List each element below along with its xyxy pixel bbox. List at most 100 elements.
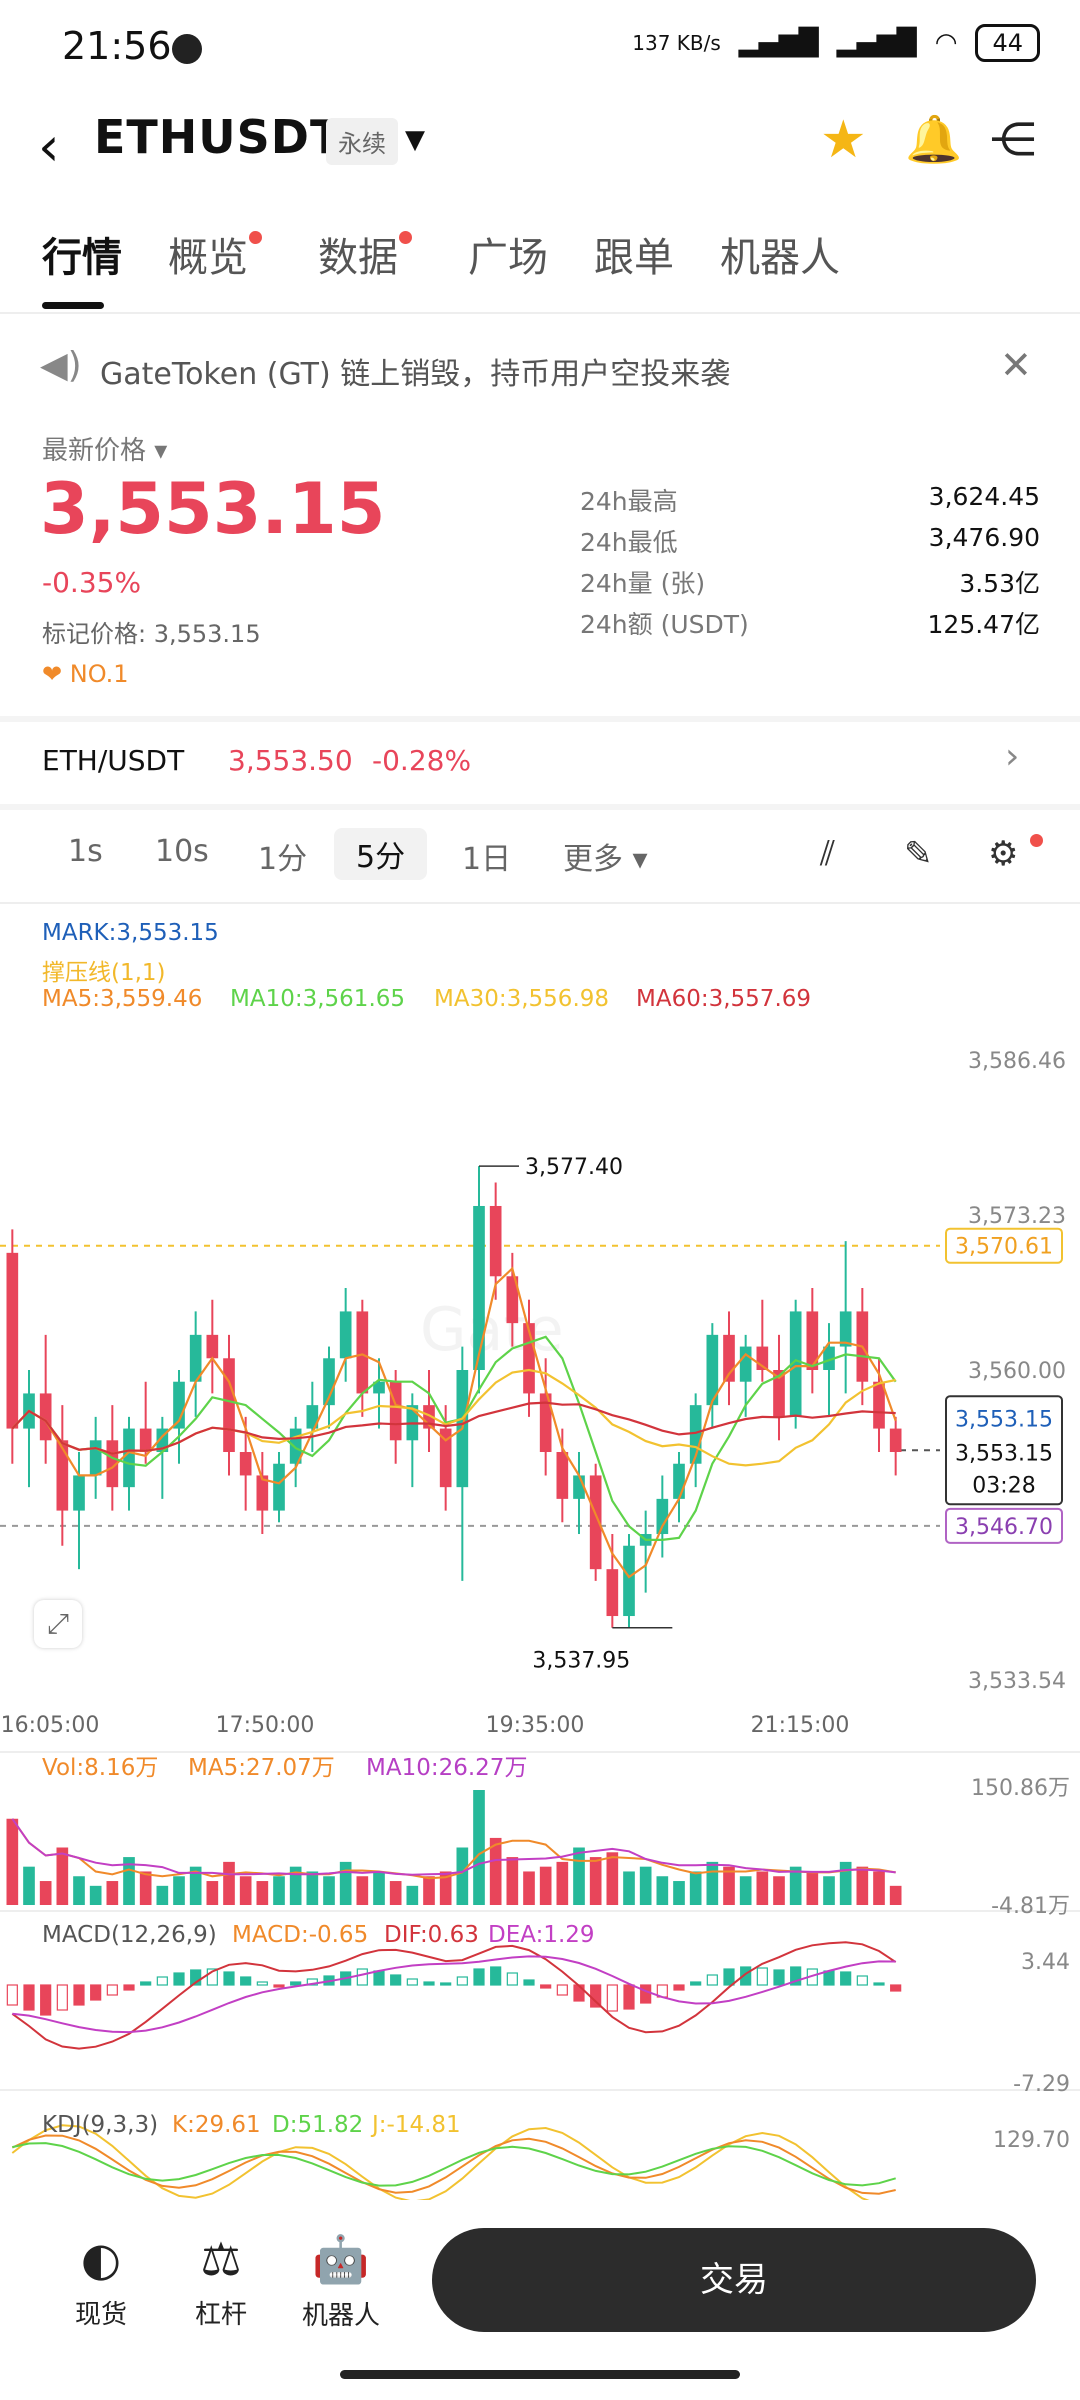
candle-body — [189, 1334, 202, 1382]
candle-body — [256, 1475, 269, 1511]
candle-body — [6, 1252, 19, 1429]
last-price-label[interactable]: 最新价格 ▾ — [42, 436, 168, 466]
macd-bar — [506, 1972, 518, 1986]
notice-banner[interactable]: ◀) GateToken (GT) 链上销毁，持币用户空投来袭 ✕ — [0, 315, 1080, 415]
volume-bar — [639, 1866, 652, 1905]
star-icon[interactable]: ★ — [820, 110, 867, 170]
nav-spot[interactable]: ◐ 现货 — [56, 2232, 146, 2331]
kdj-ymax: 129.70 — [993, 2128, 1070, 2153]
spot-pair: ETH/USDT — [42, 744, 185, 777]
macd-bar — [373, 1970, 385, 1986]
spot-row[interactable]: ETH/USDT 3,553.50 -0.28% › — [0, 730, 1080, 800]
macd-label: MACD(12,26,9) — [42, 1922, 217, 1948]
section-divider — [0, 716, 1080, 722]
expand-icon[interactable]: ⤢ — [34, 1600, 82, 1648]
candle-body — [689, 1405, 702, 1464]
tab-data[interactable]: 数据 — [318, 225, 412, 283]
home-indicator[interactable] — [340, 2370, 740, 2379]
candle-body — [323, 1358, 335, 1406]
volume-bar — [523, 1871, 535, 1905]
volume-bar — [423, 1876, 435, 1905]
wifi-icon: ◠ — [934, 28, 958, 58]
candle-body — [89, 1440, 102, 1476]
vol-legend: Vol:8.16万 — [42, 1755, 159, 1781]
volume-bar — [306, 1871, 319, 1905]
macd-dea-line — [12, 1955, 896, 2034]
macd-bar — [173, 1972, 185, 1986]
candle-body — [656, 1498, 669, 1535]
bell-icon[interactable]: 🔔 — [905, 112, 963, 166]
volume-bar — [856, 1866, 869, 1905]
low-label: 3,537.95 — [532, 1649, 630, 1674]
ma60-line — [11, 1401, 896, 1455]
y-tick-label: 3,573.23 — [968, 1204, 1066, 1229]
macd-bar — [773, 1969, 785, 1986]
main-tabs: 行情 概览 数据 广场 跟单 机器人 — [0, 225, 1080, 310]
candle-body — [289, 1428, 302, 1464]
tab-market[interactable]: 行情 — [42, 235, 122, 281]
chevron-left-icon[interactable]: ‹ — [38, 115, 60, 178]
status-time: 21:56 — [62, 24, 172, 68]
interval-10s[interactable]: 10s — [155, 834, 209, 869]
macd-bar — [440, 1982, 452, 1986]
macd-bar — [156, 1976, 168, 1986]
volume-bar — [889, 1885, 902, 1905]
interval-5m[interactable]: 5分 — [334, 828, 428, 880]
candle-body — [623, 1545, 635, 1617]
legend-ma60: MA60:3,557.69 — [636, 986, 812, 1012]
status-indicators: 137 KB/s ▂▄▆█ ▂▄▆█ ◠ 44 — [632, 24, 1040, 62]
caret-down-icon[interactable]: ▼ — [405, 125, 425, 155]
volume-bar — [473, 1790, 485, 1905]
draw-icon[interactable]: ✎ — [904, 834, 933, 874]
interval-1d[interactable]: 1日 — [462, 842, 512, 877]
kline-chart[interactable]: Gate 3,586.46 3,573.23 3,560.00 3,533.54 3,… — [0, 1020, 1080, 2200]
interval-1s[interactable]: 1s — [68, 834, 103, 869]
macd-bar — [356, 1968, 368, 1986]
nav-margin[interactable]: ⚖ 杠杆 — [176, 2232, 266, 2331]
indicator-icon[interactable]: ⫽ — [820, 834, 836, 874]
heart-icon: ❤ — [42, 660, 63, 688]
volume-bar — [456, 1847, 469, 1905]
volume-bar — [556, 1861, 569, 1905]
candle-body — [673, 1463, 685, 1499]
volume-bar — [273, 1876, 285, 1905]
speaker-icon: ◀) — [40, 345, 82, 386]
tab-square[interactable]: 广场 — [468, 235, 548, 281]
macd-bar — [673, 1984, 685, 1991]
nav-bot[interactable]: 🤖 机器人 — [296, 2232, 386, 2332]
candle-body — [356, 1311, 369, 1394]
settings-badge — [1030, 834, 1043, 847]
macd-bar — [723, 1968, 735, 1986]
macd-ymin: -7.29 — [1013, 2072, 1070, 2097]
tab-copytrade[interactable]: 跟单 — [594, 235, 674, 281]
trade-button[interactable]: 交易 — [432, 2228, 1036, 2332]
volume-bar — [873, 1871, 885, 1905]
settings-icon[interactable]: ⚙ — [988, 834, 1019, 874]
interval-1m[interactable]: 1分 — [258, 842, 308, 877]
tab-bot[interactable]: 机器人 — [720, 235, 840, 281]
macd-bar — [290, 1981, 302, 1986]
tab-overview[interactable]: 概览 — [168, 225, 262, 283]
interval-more[interactable]: 更多 ▾ — [563, 842, 648, 877]
notice-text[interactable]: GateToken (GT) 链上销毁，持币用户空投来袭 — [100, 357, 731, 392]
macd-bar — [606, 1984, 618, 2012]
volume-bar — [73, 1876, 85, 1905]
close-icon[interactable]: ✕ — [1000, 343, 1032, 387]
mark-price: 标记价格: 3,553.15 — [42, 620, 261, 648]
candle-body — [839, 1311, 852, 1347]
chevron-right-icon[interactable]: › — [1005, 736, 1020, 777]
kdj-j: J:-14.81 — [372, 2112, 461, 2138]
volume-bar — [756, 1871, 769, 1905]
volume-bar — [739, 1876, 752, 1905]
spot-price: 3,553.50 — [228, 744, 353, 777]
pair-title[interactable]: ETHUSDT — [94, 110, 343, 164]
macd-bar — [190, 1969, 202, 1986]
macd-bar — [406, 1978, 418, 1986]
legend-ma5: MA5:3,559.46 — [42, 986, 203, 1012]
candle-body — [723, 1334, 735, 1382]
share-icon[interactable]: ⋲ — [990, 112, 1036, 166]
candle-body — [206, 1334, 219, 1359]
x-tick-label: 21:15:00 — [751, 1713, 850, 1738]
macd-bar — [90, 1984, 102, 2001]
candle-body — [739, 1346, 752, 1382]
